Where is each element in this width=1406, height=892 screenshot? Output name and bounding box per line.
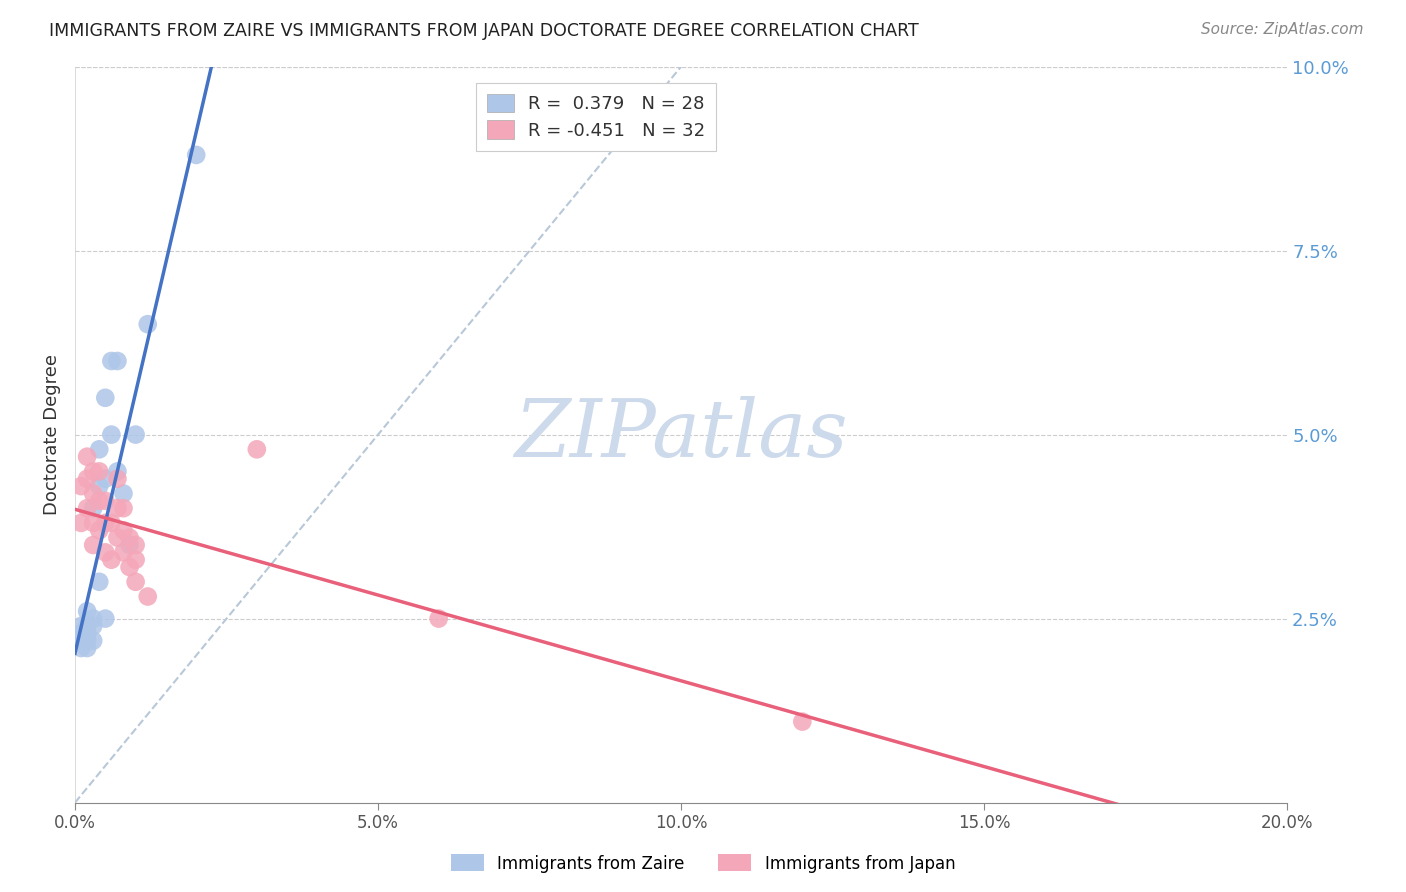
Point [76, 604, 98, 618]
Point [89, 464, 111, 478]
Point [70, 640, 93, 655]
Point [89, 574, 111, 589]
Point [70, 633, 93, 648]
Point [82, 619, 104, 633]
Point [94, 611, 117, 625]
Point [112, 545, 135, 559]
Point [124, 574, 146, 589]
Point [89, 493, 111, 508]
Point [112, 486, 135, 500]
Point [107, 472, 129, 486]
Point [94, 493, 117, 508]
Point [94, 391, 117, 405]
Point [107, 531, 129, 545]
Point [70, 516, 93, 530]
Point [100, 354, 122, 368]
Point [82, 538, 104, 552]
Point [76, 626, 98, 640]
Point [94, 516, 117, 530]
Point [82, 464, 104, 478]
Point [76, 450, 98, 464]
Point [76, 472, 98, 486]
Point [186, 148, 208, 162]
Y-axis label: Doctorate Degree: Doctorate Degree [44, 354, 60, 515]
Point [82, 486, 104, 500]
Point [100, 427, 122, 442]
Point [107, 501, 129, 516]
Point [118, 538, 141, 552]
Point [100, 516, 122, 530]
Point [76, 619, 98, 633]
Point [112, 501, 135, 516]
Point [82, 611, 104, 625]
Point [82, 516, 104, 530]
Point [82, 501, 104, 516]
Point [76, 501, 98, 516]
Point [136, 590, 159, 604]
Point [70, 626, 93, 640]
Point [76, 633, 98, 648]
Point [107, 354, 129, 368]
Point [124, 552, 146, 566]
Point [76, 640, 98, 655]
Point [70, 619, 93, 633]
Text: Source: ZipAtlas.com: Source: ZipAtlas.com [1201, 22, 1364, 37]
Point [112, 523, 135, 537]
Point [427, 611, 450, 625]
Point [107, 464, 129, 478]
Point [100, 552, 122, 566]
Point [124, 538, 146, 552]
Point [246, 442, 269, 457]
Point [82, 633, 104, 648]
Legend: Immigrants from Zaire, Immigrants from Japan: Immigrants from Zaire, Immigrants from J… [444, 847, 962, 880]
Point [89, 442, 111, 457]
Point [94, 472, 117, 486]
Point [89, 479, 111, 493]
Text: ZIPatlas: ZIPatlas [515, 396, 848, 474]
Point [124, 427, 146, 442]
Point [118, 531, 141, 545]
Legend: R =  0.379   N = 28, R = -0.451   N = 32: R = 0.379 N = 28, R = -0.451 N = 32 [477, 83, 717, 151]
Point [118, 560, 141, 574]
Point [94, 545, 117, 559]
Point [89, 523, 111, 537]
Text: IMMIGRANTS FROM ZAIRE VS IMMIGRANTS FROM JAPAN DOCTORATE DEGREE CORRELATION CHAR: IMMIGRANTS FROM ZAIRE VS IMMIGRANTS FROM… [49, 22, 920, 40]
Point [136, 317, 159, 331]
Point [792, 714, 814, 729]
Point [70, 479, 93, 493]
